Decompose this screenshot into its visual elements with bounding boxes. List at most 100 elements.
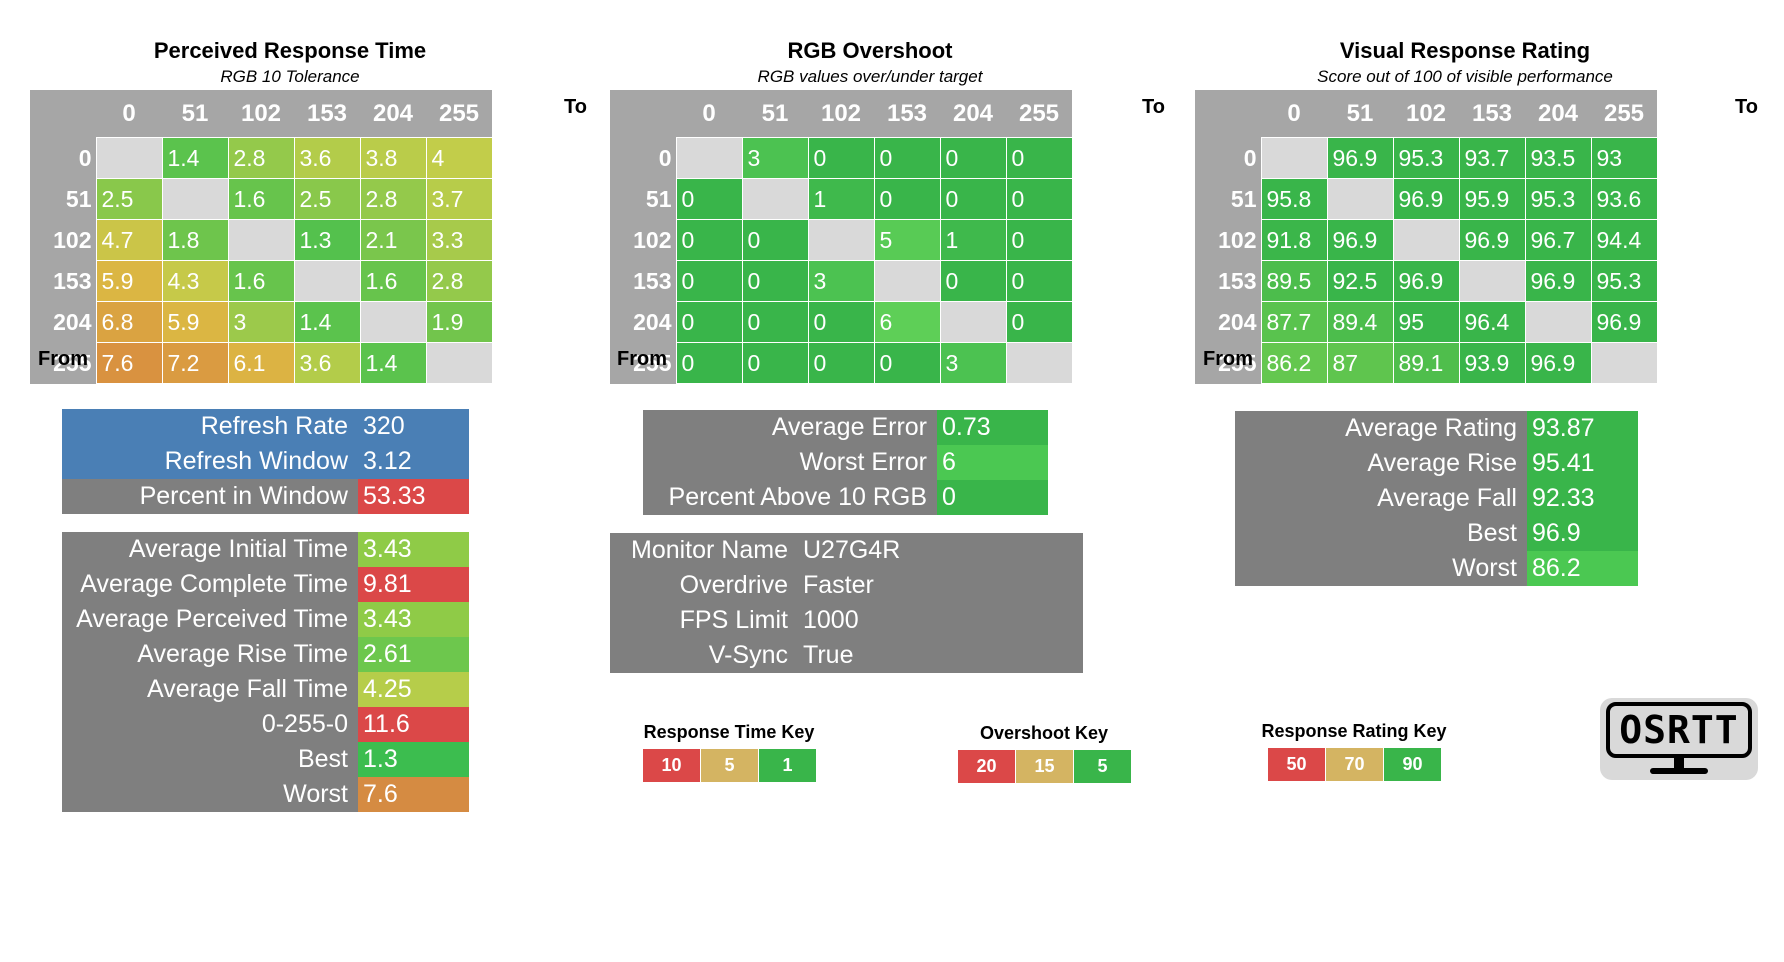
- heatmap-cell: 3: [741, 137, 809, 179]
- stat-label: Average Complete Time: [62, 567, 358, 602]
- stat-row: Worst 7.6: [62, 777, 469, 812]
- stat-label: FPS Limit: [610, 603, 798, 638]
- heatmap-cell: 96.9: [1392, 260, 1460, 302]
- x-tick-label: 204: [940, 90, 1006, 138]
- logo-text: OSRTT: [1619, 708, 1739, 752]
- heatmap-cell: 1: [807, 178, 875, 220]
- stat-value: Faster: [798, 568, 1083, 603]
- response-time-key: Response Time Key 10 5 1: [643, 722, 829, 782]
- overshoot-key: Overshoot Key 20 15 5: [958, 723, 1144, 783]
- key-swatch: 70: [1326, 748, 1384, 781]
- stat-label: Refresh Window: [62, 444, 358, 479]
- heatmap-cell-empty: [939, 301, 1007, 343]
- heatmap-cell: 0: [807, 301, 875, 343]
- heatmap-cell-empty: [227, 219, 295, 261]
- key-swatch: 15: [1016, 750, 1074, 783]
- x-tick-label: 102: [228, 90, 294, 138]
- key-swatch: 90: [1384, 748, 1442, 781]
- heatmap-cell: 0: [807, 137, 875, 179]
- heatmap-cell: 87.7: [1260, 301, 1328, 343]
- stat-row: FPS Limit 1000: [610, 603, 1083, 638]
- heatmap-cell: 2.5: [95, 178, 163, 220]
- heatmap-overshoot: 0 51 102 153 204 255 0 3 0 0 0 0 51 0 1 0 0 0 102 0 0 5 1 0 153 0…: [610, 90, 1073, 384]
- heatmap-row: 153 89.5 92.5 96.9 96.9 95.3: [1195, 260, 1658, 302]
- heatmap-row: 0 96.9 95.3 93.7 93.5 93: [1195, 137, 1658, 179]
- axis-label-to: To: [1142, 96, 1165, 118]
- heatmap-cell: 87: [1326, 342, 1394, 384]
- osrtt-logo: OSRTT: [1600, 698, 1758, 780]
- key-swatches: 50 70 90: [1268, 748, 1454, 781]
- heatmap-cell: 0: [939, 178, 1007, 220]
- heatmap-row: 51 0 1 0 0 0: [610, 178, 1073, 220]
- stat-label: Average Rise: [1235, 446, 1527, 481]
- heatmap-cell: 2.5: [293, 178, 361, 220]
- y-tick-label: 255: [30, 342, 96, 384]
- monitor-info-table: Monitor Name U27G4R Overdrive Faster FPS Lim…: [610, 533, 1083, 673]
- heatmap-cell: 0: [675, 301, 743, 343]
- stat-value: 53.33: [358, 479, 469, 514]
- heatmap-cell: 3.6: [293, 342, 361, 384]
- heatmap-cell: 1.4: [293, 301, 361, 343]
- heatmap-cell: 95: [1392, 301, 1460, 343]
- stat-row: Average Error 0.73: [643, 410, 1048, 445]
- heatmap-cell: 96.9: [1524, 342, 1592, 384]
- heatmap-cell: 89.1: [1392, 342, 1460, 384]
- heatmap-cell: 3.6: [293, 137, 361, 179]
- y-tick-label: 255: [610, 342, 676, 384]
- heatmap-cell: 0: [675, 342, 743, 384]
- heatmap-cell: 6.1: [227, 342, 295, 384]
- y-tick-label: 153: [30, 260, 96, 302]
- y-tick-label: 0: [30, 137, 96, 179]
- heatmap-cell: 95.9: [1458, 178, 1526, 220]
- heatmap-cell-empty: [1260, 137, 1328, 179]
- stat-label: Refresh Rate: [62, 409, 358, 444]
- y-tick-label: 255: [1195, 342, 1261, 384]
- response-rating-key: Response Rating Key 50 70 90: [1261, 721, 1454, 781]
- stat-label: Best: [1235, 516, 1527, 551]
- x-tick-label: 51: [1327, 90, 1393, 138]
- x-tick-label: 51: [162, 90, 228, 138]
- x-tick-label: 102: [808, 90, 874, 138]
- heatmap-cell: 5.9: [161, 301, 229, 343]
- heatmap-corner: [1195, 90, 1261, 138]
- axis-label-to: To: [564, 96, 587, 118]
- heatmap-cell: 0: [1005, 301, 1073, 343]
- y-tick-label: 51: [610, 178, 676, 220]
- heatmap-cell: 93.7: [1458, 137, 1526, 179]
- stat-value: 320: [358, 409, 469, 444]
- y-tick-label: 102: [1195, 219, 1261, 261]
- key-swatches: 10 5 1: [643, 749, 829, 782]
- heatmap-corner: [30, 90, 96, 138]
- x-tick-label: 0: [676, 90, 742, 138]
- heatmap-cell: 2.1: [359, 219, 427, 261]
- heatmap-cell: 3.7: [425, 178, 493, 220]
- y-tick-label: 204: [30, 301, 96, 343]
- heatmap-cell-empty: [1005, 342, 1073, 384]
- heatmap-cell: 4.7: [95, 219, 163, 261]
- rating-stats-table: Average Rating 93.87 Average Rise 95.41 Aver…: [1235, 411, 1638, 586]
- heatmap-cell-empty: [161, 178, 229, 220]
- heatmap-cell: 1: [939, 219, 1007, 261]
- heatmap-cell: 1.4: [161, 137, 229, 179]
- heatmap-cell: 0: [873, 137, 941, 179]
- stat-label: Percent Above 10 RGB: [643, 480, 937, 515]
- y-tick-label: 102: [610, 219, 676, 261]
- stat-value: 86.2: [1527, 551, 1638, 586]
- heatmap-cell: 0: [741, 219, 809, 261]
- heatmap-cell: 2.8: [227, 137, 295, 179]
- refresh-stats-table: Refresh Rate 320 Refresh Window 3.12 Percent…: [62, 409, 469, 514]
- key-swatch: 1: [759, 749, 817, 782]
- stat-row: Average Complete Time 9.81: [62, 567, 469, 602]
- heatmap-cell: 89.5: [1260, 260, 1328, 302]
- heatmap-cell: 3: [227, 301, 295, 343]
- heatmap-cell: 3.8: [359, 137, 427, 179]
- heatmap-cell-empty: [359, 301, 427, 343]
- heatmap-cell: 1.8: [161, 219, 229, 261]
- key-title: Response Time Key: [643, 722, 815, 742]
- heatmap-response-time: 0 51 102 153 204 255 0 1.4 2.8 3.6 3.8 4 51 2.5 1.6 2.5…: [30, 90, 493, 384]
- heatmap-cell: 93: [1590, 137, 1658, 179]
- heatmap-cell: 96.9: [1326, 219, 1394, 261]
- x-tick-label: 0: [1261, 90, 1327, 138]
- heatmap-cell: 0: [741, 342, 809, 384]
- heatmap-cell: 7.2: [161, 342, 229, 384]
